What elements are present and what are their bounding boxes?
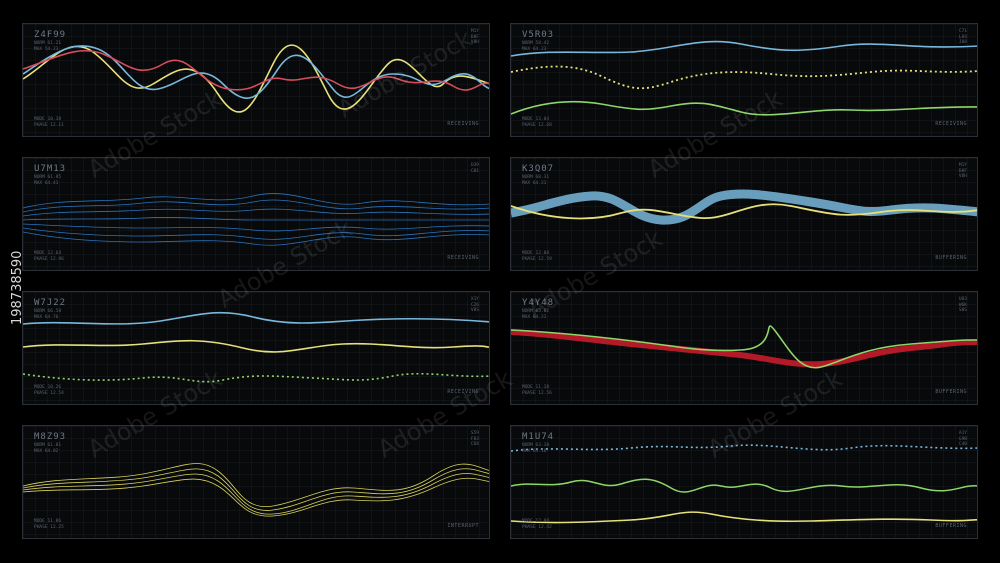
panel-info: NORM 66.58 MAX 64.76 [34, 309, 62, 320]
panel-status: RECEIVING [447, 121, 479, 127]
panel-title: Y4Y48 [522, 298, 555, 308]
waveform-panel-v5r03[interactable]: V5R03 NORM 58.42 MAX 64.23 C71 L84 J08 MODE… [510, 23, 978, 137]
panel-channel-codes: M1Y D8F V8H [470, 29, 479, 45]
panel-channel-codes: U39 C01 [470, 163, 479, 174]
panel-title: M8Z93 [34, 432, 67, 442]
panel-mode: MODE 13.04 PHASE 12.68 [522, 117, 552, 128]
panel-info: NORM 68.31 MAX 64.21 [522, 175, 550, 186]
panel-info: NORM 63.02 MAX 64.21 [522, 309, 550, 320]
waveform-graph [23, 311, 489, 383]
panel-info: NORM 61.85 MAX 64.41 [34, 175, 62, 186]
waveform-panel-z4f99[interactable]: Z4F99 NORM 61.21 MAX 54.23 M1Y D8F V8H MODE… [22, 23, 490, 137]
panel-title: V5R03 [522, 30, 555, 40]
panel-info: NORM 63.10 MAX 64.16 [522, 443, 550, 454]
panel-mode: MODE 11.86 PHASE 12.25 [34, 519, 64, 530]
waveform-panel-y4y48[interactable]: Y4Y48 NORM 63.02 MAX 64.21 U83 W6K S0S MODE… [510, 291, 978, 405]
panel-channel-codes: M1Y D8F V8H [958, 163, 967, 179]
panel-channel-codes: U83 W6K S0S [958, 297, 967, 313]
panel-status: RECEIVING [447, 255, 479, 261]
waveform-graph [23, 463, 489, 517]
panel-mode: MODE 11.18 PHASE 12.56 [522, 385, 552, 396]
waveform-graph [511, 189, 977, 225]
panel-title: Z4F99 [34, 30, 67, 40]
panel-mode: MODE 12.08 PHASE 12.59 [522, 251, 552, 262]
waveform-panel-w7j22[interactable]: W7J22 NORM 66.58 MAX 64.76 X1Y C26 V8S MODE… [22, 291, 490, 405]
waveform-panel-m1u74[interactable]: M1U74 NORM 63.10 MAX 64.16 A1Y G9B C40 MODE… [510, 425, 978, 539]
panel-status: BUFFERING [935, 523, 967, 529]
panel-mode: MODE 10.26 PHASE 12.54 [34, 385, 64, 396]
panel-channel-codes: S59 F83 C68 [470, 431, 479, 447]
waveform-panel-k3q07[interactable]: K3Q07 NORM 68.31 MAX 64.21 M1Y D8F V8H MODE… [510, 157, 978, 271]
panel-channel-codes: C71 L84 J08 [958, 29, 967, 45]
panel-title: K3Q07 [522, 164, 555, 174]
panel-mode: MODE 10.38 PHASE 12.11 [34, 117, 64, 128]
panel-status: INTERRUPT [447, 523, 479, 529]
panel-title: U7M13 [34, 164, 67, 174]
panel-status: RECEIVING [935, 121, 967, 127]
panel-status: BUFFERING [935, 255, 967, 261]
panel-status: RECEIVING [447, 389, 479, 395]
waveform-panel-m8z93[interactable]: M8Z93 NORM 61.01 MAX 64.02 S59 F83 C68 MODE… [22, 425, 490, 539]
panel-channel-codes: A1Y G9B C40 [958, 431, 967, 447]
panel-status: BUFFERING [935, 389, 967, 395]
panel-title: M1U74 [522, 432, 555, 442]
waveform-graph [511, 444, 977, 524]
panel-mode: MODE 12.08 PHASE 12.42 [522, 519, 552, 530]
waveform-graph [511, 325, 977, 369]
panel-title: W7J22 [34, 298, 67, 308]
waveform-graph [511, 40, 977, 116]
panel-mode: MODE 12.64 PHASE 12.96 [34, 251, 64, 262]
waveform-graph [23, 193, 489, 246]
panel-info: NORM 61.21 MAX 54.23 [34, 41, 62, 52]
stock-id-label: 198738590 [10, 250, 25, 325]
waveform-graph [23, 44, 489, 113]
panel-info: NORM 61.01 MAX 64.02 [34, 443, 62, 454]
panel-channel-codes: X1Y C26 V8S [470, 297, 479, 313]
waveform-panel-u7m13[interactable]: U7M13 NORM 61.85 MAX 64.41 U39 C01 MODE 12… [22, 157, 490, 271]
panel-info: NORM 58.42 MAX 64.23 [522, 41, 550, 52]
